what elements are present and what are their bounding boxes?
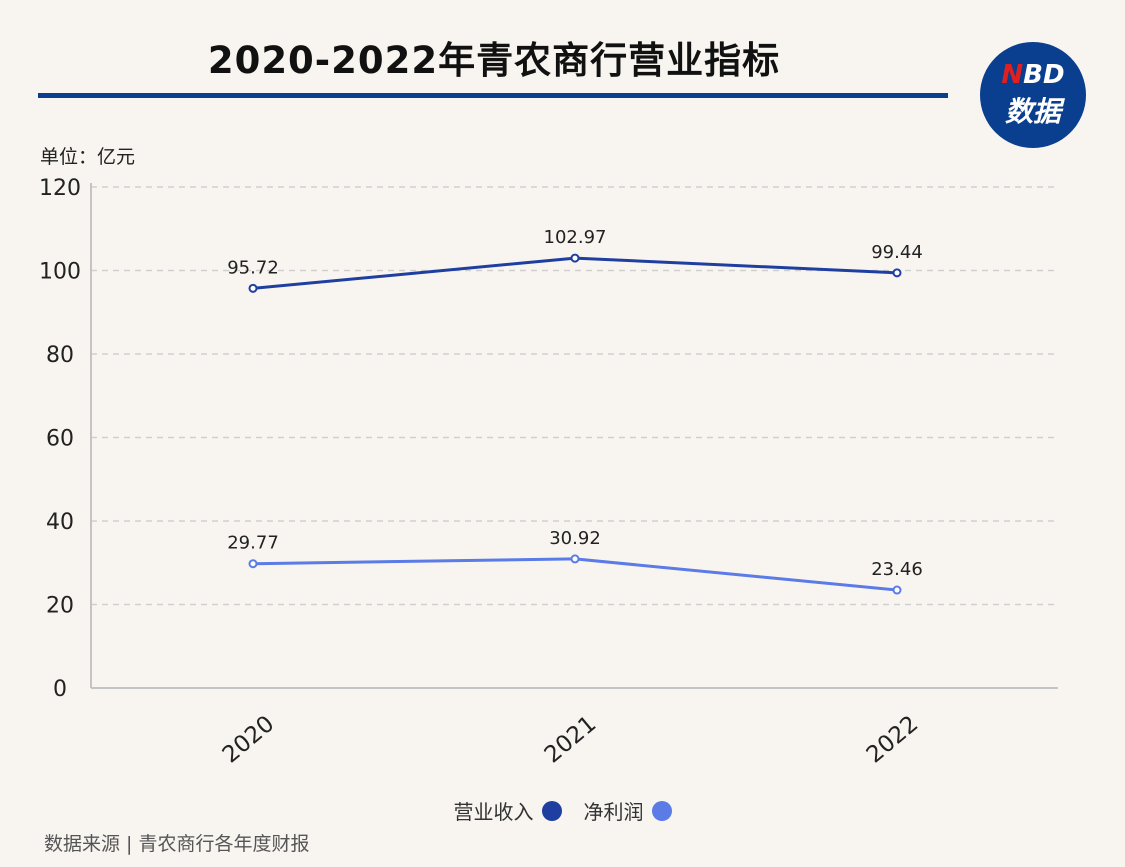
y-tick-label: 40: [46, 510, 74, 535]
unit-label: 单位：亿元: [40, 146, 136, 168]
data-label-0-1: 102.97: [544, 227, 607, 248]
x-tick-label-2020: 2020: [218, 711, 280, 769]
legend-dot-revenue: [541, 800, 562, 821]
y-tick-label: 80: [46, 343, 74, 368]
x-tick-label-2021: 2021: [540, 711, 602, 769]
y-tick-label: 20: [46, 594, 74, 619]
legend-dot-profit: [651, 800, 672, 821]
logo-text-nbd: NBD: [1001, 60, 1065, 90]
chart-title: 2020-2022年青农商行营业指标: [207, 39, 781, 82]
y-tick-label: 0: [53, 677, 67, 702]
data-source: 数据来源 | 青农商行各年度财报: [44, 833, 310, 855]
legend-item-profit[interactable]: 净利润: [584, 796, 672, 825]
legend: 营业收入 净利润: [0, 796, 1125, 825]
data-label-1-1: 30.92: [549, 528, 601, 549]
series-line-1: [252, 557, 898, 592]
legend-label-profit: 净利润: [583, 800, 644, 824]
data-label-0-0: 95.72: [227, 257, 279, 278]
legend-item-revenue[interactable]: 营业收入: [454, 796, 562, 825]
data-label-1-2: 23.46: [871, 559, 923, 580]
series-line-0: [252, 256, 898, 290]
x-tick-label-2022: 2022: [862, 711, 924, 769]
nbd-logo: NBD 数据: [980, 42, 1086, 148]
data-label-0-2: 99.44: [871, 242, 923, 263]
legend-label-revenue: 营业收入: [453, 800, 534, 824]
y-tick-label: 120: [39, 176, 81, 201]
data-point-0-2[interactable]: [892, 268, 902, 278]
y-tick-label: 60: [46, 427, 74, 452]
data-point-1-1[interactable]: [570, 554, 580, 564]
title-underline: [38, 93, 948, 98]
data-label-1-0: 29.77: [227, 533, 279, 554]
data-point-1-0[interactable]: [248, 559, 258, 569]
y-tick-label: 100: [39, 260, 81, 285]
logo-text-data: 数据: [1004, 95, 1061, 128]
data-point-0-0[interactable]: [248, 283, 258, 293]
data-point-0-1[interactable]: [570, 253, 580, 263]
data-point-1-2[interactable]: [892, 585, 902, 595]
